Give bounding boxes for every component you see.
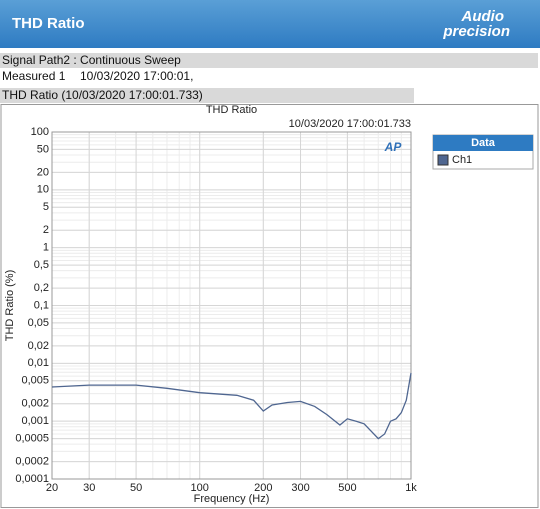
y-tick-label: 20 bbox=[37, 166, 49, 178]
y-tick-label: 0,0001 bbox=[15, 473, 49, 485]
chart-title: THD Ratio bbox=[206, 104, 257, 116]
header-bar: THD Ratio Audio precision bbox=[0, 0, 540, 48]
legend-title: Data bbox=[471, 137, 496, 149]
signal-path: Signal Path2 : Continuous Sweep bbox=[0, 53, 538, 68]
legend-header bbox=[433, 135, 533, 151]
y-tick-label: 50 bbox=[37, 143, 49, 155]
x-tick-label: 20 bbox=[46, 482, 58, 494]
y-tick-label: 0,0005 bbox=[15, 432, 49, 444]
y-tick-label: 0,005 bbox=[21, 375, 49, 387]
logo-bottom: precision bbox=[443, 23, 510, 40]
ap-badge: AP bbox=[384, 140, 403, 154]
y-tick-label: 0,001 bbox=[21, 415, 49, 427]
y-tick-label: 0,2 bbox=[34, 282, 49, 294]
section-title: THD Ratio (10/03/2020 17:00:01.733) bbox=[0, 88, 414, 103]
x-tick-label: 1k bbox=[405, 482, 417, 494]
x-tick-label: 500 bbox=[338, 482, 356, 494]
x-tick-label: 200 bbox=[254, 482, 272, 494]
data-line bbox=[51, 372, 412, 440]
y-axis-label: THD Ratio (%) bbox=[4, 270, 16, 342]
y-tick-label: 1 bbox=[43, 242, 49, 254]
y-tick-label: 0,002 bbox=[21, 398, 49, 410]
logo-top: Audio bbox=[461, 8, 505, 25]
y-tick-label: 0,01 bbox=[28, 357, 49, 369]
chart: THD Ratio 10/03/2020 17:00:01.733 100 50 20 1… bbox=[0, 104, 539, 508]
y-tick-label: 5 bbox=[43, 201, 49, 213]
y-tick-label: 2 bbox=[43, 224, 49, 236]
legend-entry: Ch1 bbox=[452, 154, 472, 166]
x-tick-label: 30 bbox=[83, 482, 95, 494]
measured-time: 10/03/2020 17:00:01, bbox=[80, 69, 194, 83]
header-title: THD Ratio bbox=[12, 15, 85, 32]
x-tick-label: 50 bbox=[130, 482, 142, 494]
x-axis-label: Frequency (Hz) bbox=[194, 493, 270, 505]
y-tick-label: 0,05 bbox=[28, 317, 49, 329]
x-tick-label: 100 bbox=[191, 482, 209, 494]
y-tick-label: 10 bbox=[37, 184, 49, 196]
legend-swatch bbox=[437, 154, 449, 166]
x-tick-label: 300 bbox=[291, 482, 309, 494]
y-tick-label: 0,0002 bbox=[15, 455, 49, 467]
y-tick-label: 0,02 bbox=[28, 340, 49, 352]
chart-subtitle: 10/03/2020 17:00:01.733 bbox=[289, 118, 411, 130]
measured-label: Measured 1 bbox=[2, 69, 66, 83]
plot-border bbox=[51, 131, 412, 480]
y-tick-label: 100 bbox=[31, 126, 49, 138]
chart-frame bbox=[0, 104, 539, 508]
y-tick-label: 0,5 bbox=[34, 259, 49, 271]
y-tick-label: 0,1 bbox=[34, 299, 49, 311]
